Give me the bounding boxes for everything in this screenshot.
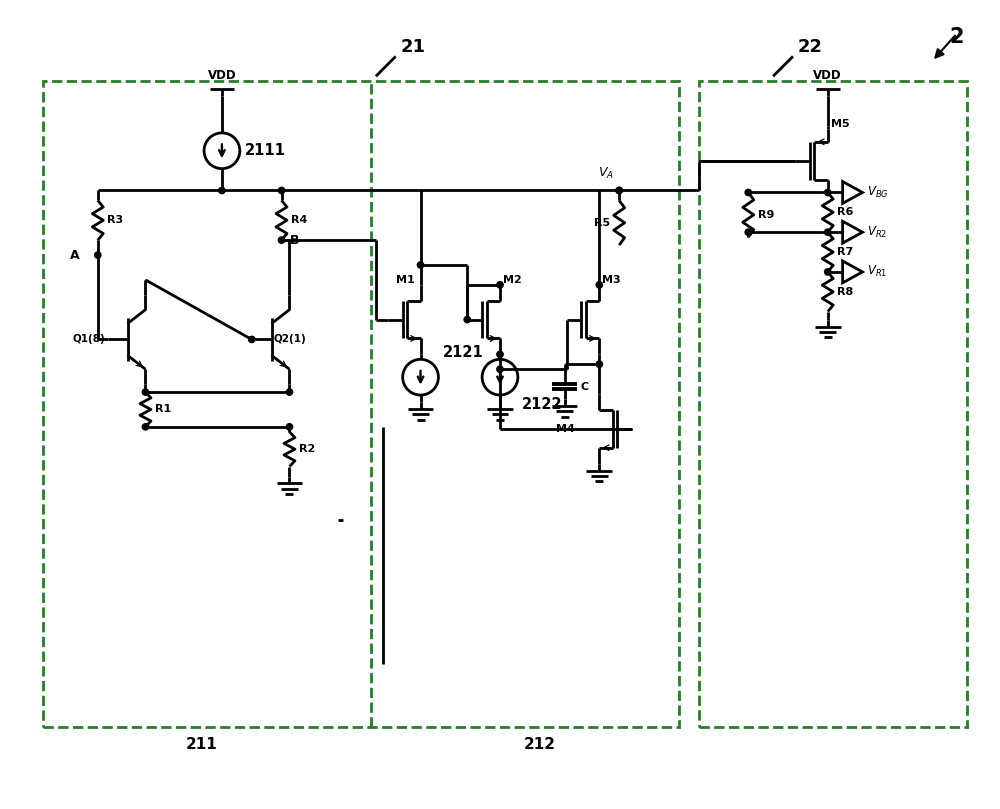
- Circle shape: [278, 188, 285, 193]
- Text: $V_{BG}$: $V_{BG}$: [867, 185, 889, 200]
- Circle shape: [142, 389, 149, 396]
- Circle shape: [825, 229, 831, 235]
- Circle shape: [464, 316, 470, 323]
- Text: R7: R7: [837, 247, 853, 257]
- Text: C: C: [580, 382, 589, 392]
- Text: M3: M3: [602, 275, 621, 285]
- Text: R5: R5: [594, 218, 610, 228]
- Text: M4: M4: [556, 424, 574, 434]
- Circle shape: [142, 424, 149, 430]
- Text: R8: R8: [837, 286, 853, 297]
- Text: 22: 22: [798, 38, 823, 57]
- Circle shape: [278, 237, 285, 244]
- Text: VDD: VDD: [208, 70, 236, 83]
- Text: Q2(1): Q2(1): [274, 334, 306, 345]
- Circle shape: [497, 366, 503, 372]
- Text: A: A: [70, 248, 80, 261]
- Text: 212: 212: [524, 737, 556, 752]
- Circle shape: [286, 424, 293, 430]
- Circle shape: [825, 269, 831, 275]
- Circle shape: [745, 189, 751, 196]
- Text: Q1(8): Q1(8): [73, 334, 106, 345]
- Text: 21: 21: [401, 38, 426, 57]
- Circle shape: [596, 282, 602, 288]
- Text: R4: R4: [291, 215, 307, 225]
- Text: R2: R2: [299, 444, 315, 454]
- Text: M1: M1: [396, 275, 414, 285]
- Text: R1: R1: [155, 404, 171, 414]
- Text: $V_A$: $V_A$: [598, 166, 614, 180]
- Text: M2: M2: [503, 275, 522, 285]
- Circle shape: [616, 188, 622, 193]
- Circle shape: [497, 351, 503, 358]
- Circle shape: [95, 252, 101, 258]
- Text: R9: R9: [758, 210, 774, 220]
- Circle shape: [497, 282, 503, 288]
- Text: M5: M5: [831, 119, 849, 129]
- Text: 2: 2: [950, 27, 964, 47]
- Text: 2121: 2121: [442, 345, 483, 360]
- Circle shape: [249, 337, 255, 343]
- Text: 2111: 2111: [245, 143, 286, 159]
- Circle shape: [417, 262, 424, 268]
- Text: $V_{R1}$: $V_{R1}$: [867, 265, 888, 279]
- Circle shape: [616, 188, 622, 193]
- Text: R3: R3: [107, 215, 123, 225]
- Circle shape: [825, 189, 831, 196]
- Text: VDD: VDD: [813, 70, 842, 83]
- Circle shape: [219, 188, 225, 193]
- Circle shape: [745, 229, 751, 235]
- Text: B: B: [289, 234, 299, 247]
- Circle shape: [286, 389, 293, 396]
- Text: $V_{R2}$: $V_{R2}$: [867, 225, 888, 239]
- Text: 2122: 2122: [522, 397, 562, 413]
- Circle shape: [596, 361, 602, 367]
- Text: 211: 211: [186, 737, 218, 752]
- Text: R6: R6: [837, 207, 854, 218]
